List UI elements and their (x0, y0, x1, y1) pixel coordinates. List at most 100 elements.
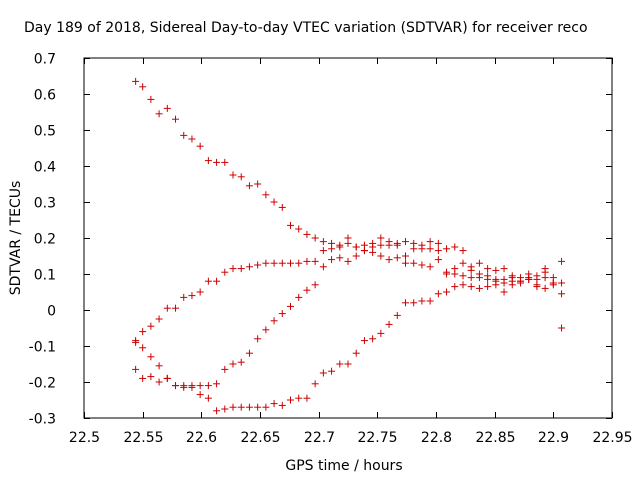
data-point-sat-a (139, 83, 147, 91)
data-point-sat-c (287, 302, 295, 310)
data-point-sat-b (287, 396, 295, 404)
data-point-sat-c (139, 344, 147, 352)
y-tick-label: -0.1 (29, 340, 56, 356)
data-point-sat-a (196, 142, 204, 150)
data-point-sat-d (328, 245, 336, 253)
data-point-sat-c (196, 382, 204, 390)
data-point-sat-a (434, 247, 442, 255)
data-point-sat-b (541, 284, 549, 292)
data-point-sat-c (434, 256, 442, 264)
y-tick-label: 0.5 (34, 124, 56, 140)
data-point-sat-d (295, 259, 303, 267)
data-point-sat-c (336, 254, 344, 262)
data-point-sat-b (401, 299, 409, 307)
data-point-sat-c (443, 268, 451, 276)
data-point-sat-d (237, 265, 245, 273)
data-point-sat-b (254, 403, 262, 411)
data-point-sat-d (558, 257, 566, 265)
data-point-sat-b (385, 320, 393, 328)
data-point-sat-b (295, 394, 303, 402)
data-point-sat-d (245, 263, 253, 271)
data-point-sat-c (328, 256, 336, 264)
data-point-sat-d (484, 265, 492, 273)
data-point-sat-c (295, 293, 303, 301)
data-point-sat-b (369, 335, 377, 343)
data-point-sat-d (360, 247, 368, 255)
data-point-sat-d (533, 281, 541, 289)
data-point-sat-b (270, 400, 278, 408)
data-point-sat-a (132, 77, 140, 85)
data-point-sat-c (533, 272, 541, 280)
data-point-sat-b (245, 403, 253, 411)
data-point-sat-d (369, 239, 377, 247)
data-point-sat-a (426, 245, 434, 253)
y-tick-label: 0 (47, 304, 56, 320)
data-point-sat-b (467, 283, 475, 291)
data-point-sat-c (254, 335, 262, 343)
data-point-sat-c (369, 248, 377, 256)
data-point-sat-c (303, 286, 311, 294)
data-point-sat-d (180, 293, 188, 301)
data-point-sat-a (245, 182, 253, 190)
data-point-sat-a (558, 279, 566, 287)
data-point-sat-c (484, 275, 492, 283)
data-point-sat-d (426, 238, 434, 246)
data-point-sat-a (311, 234, 319, 242)
data-point-sat-b (500, 288, 508, 296)
data-point-sat-d (147, 322, 155, 330)
data-point-sat-a (155, 110, 163, 118)
data-point-sat-c (352, 252, 360, 260)
y-tick-label: 0.6 (34, 88, 56, 104)
data-point-sat-a (221, 158, 229, 166)
data-point-sat-b (360, 337, 368, 345)
data-point-sat-d (196, 288, 204, 296)
data-point-sat-a (172, 115, 180, 123)
data-point-sat-b (484, 283, 492, 291)
data-point-sat-d (172, 304, 180, 312)
x-tick-label: 22.6 (186, 430, 217, 446)
data-point-sat-b (426, 297, 434, 305)
data-point-sat-c (401, 259, 409, 267)
data-point-sat-d (475, 259, 483, 267)
data-point-sat-c (155, 362, 163, 370)
data-point-sat-b (443, 288, 451, 296)
data-point-sat-c (418, 261, 426, 269)
data-point-sat-b (213, 407, 221, 415)
data-point-sat-d (352, 243, 360, 251)
data-point-sat-a (287, 221, 295, 229)
data-point-sat-b (139, 374, 147, 382)
x-tick-label: 22.7 (304, 430, 335, 446)
data-point-sat-b (229, 403, 237, 411)
data-point-sat-b (221, 405, 229, 413)
x-tick-label: 22.65 (240, 430, 280, 446)
y-tick-label: 0.7 (34, 52, 56, 68)
data-point-sat-d (221, 268, 229, 276)
data-point-sat-d (287, 259, 295, 267)
data-point-sat-b (132, 365, 140, 373)
data-point-sat-d (344, 239, 352, 247)
data-point-sat-c (410, 259, 418, 267)
data-point-sat-c (558, 290, 566, 298)
data-point-sat-d (385, 241, 393, 249)
y-tick-label: 0.3 (34, 196, 56, 212)
data-point-sat-c (172, 382, 180, 390)
x-tick-label: 22.95 (592, 430, 632, 446)
data-point-sat-b (204, 394, 212, 402)
data-point-sat-b (459, 281, 467, 289)
data-point-sat-d (443, 245, 451, 253)
data-point-sat-b (147, 373, 155, 381)
data-point-sat-d (410, 245, 418, 253)
data-point-sat-d (377, 234, 385, 242)
data-point-sat-c (237, 358, 245, 366)
y-tick-label: 0.1 (34, 268, 56, 284)
data-point-sat-a (254, 180, 262, 188)
data-point-sat-b (303, 394, 311, 402)
x-tick-label: 22.5 (69, 430, 100, 446)
data-point-sat-b (196, 391, 204, 399)
data-point-sat-c (270, 317, 278, 325)
data-point-sat-d (311, 257, 319, 265)
data-point-sat-a (459, 259, 467, 267)
data-point-sat-c (319, 263, 327, 271)
data-point-sat-d (204, 277, 212, 285)
